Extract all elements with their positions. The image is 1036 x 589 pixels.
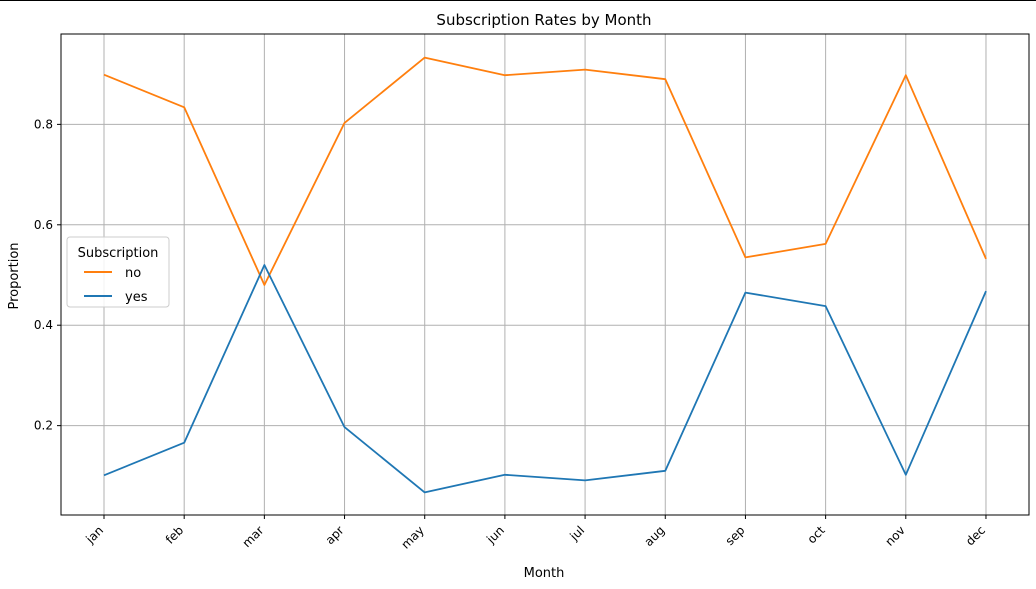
x-tick-label: sep [723,523,748,548]
series-lines [103,56,987,494]
x-tick-label: aug [642,523,668,549]
x-tick-label: may [398,523,426,551]
x-tick-label: nov [882,523,908,549]
y-tick-label: 0.6 [34,218,53,232]
y-axis-label: Proportion [7,242,22,309]
grid-lines [61,34,1029,515]
series-line-yes [103,264,987,494]
series-line-no [103,56,987,286]
legend: Subscription no yes [66,236,170,308]
y-axis-ticks: 0.2 0.4 0.6 0.8 [34,117,61,433]
x-tick-label: jun [483,523,507,547]
x-tick-label: mar [240,523,267,550]
y-tick-label: 0.4 [34,318,53,332]
legend-label-yes: yes [125,290,148,305]
legend-label-no: no [125,266,141,281]
legend-box [66,236,170,308]
x-tick-label: feb [163,523,187,547]
y-tick-label: 0.2 [34,419,53,433]
x-tick-label: jul [566,523,587,544]
x-tick-label: oct [805,523,828,546]
plot-area-frame [60,33,1030,516]
x-axis-label: Month [524,566,565,581]
x-tick-label: dec [963,523,988,548]
top-border-line [0,0,1036,1]
x-axis-ticks: jan feb mar apr may jun jul aug sep oct nov dec [83,515,988,552]
x-tick-label: jan [83,523,107,547]
legend-title: Subscription [78,246,159,261]
x-tick-label: apr [323,523,347,547]
y-tick-label: 0.8 [34,117,53,131]
chart-title: Subscription Rates by Month [436,11,651,29]
